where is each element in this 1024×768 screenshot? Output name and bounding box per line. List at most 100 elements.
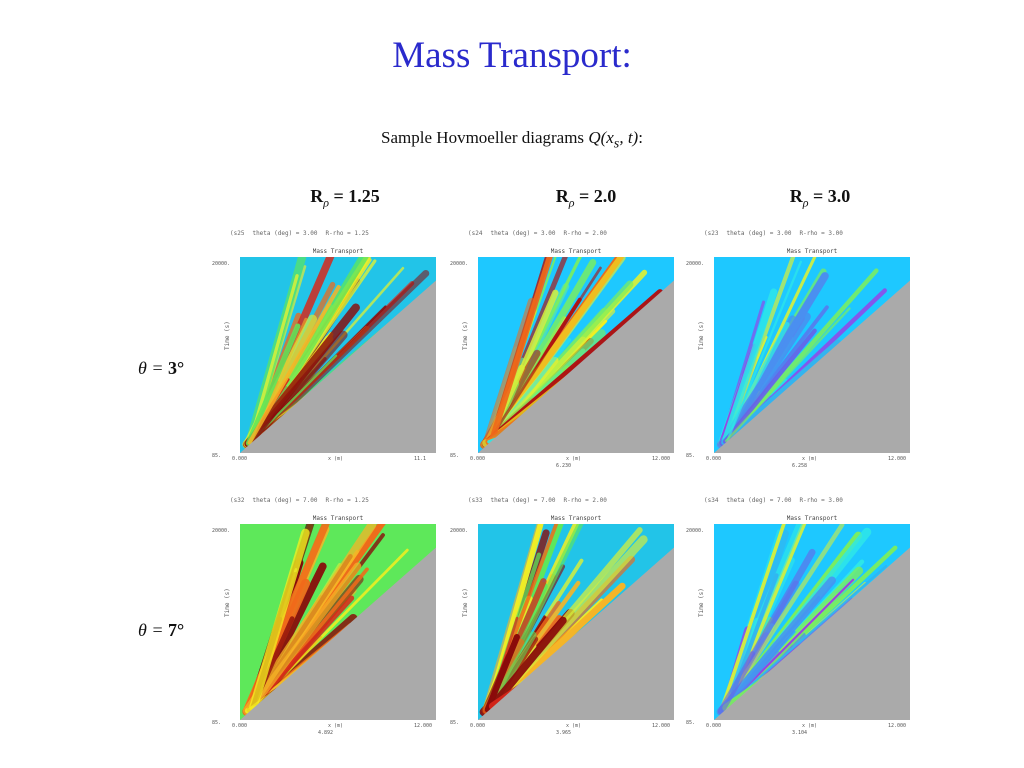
hovmoeller-contour-field — [478, 524, 674, 720]
y-tick-min: 85. — [450, 453, 460, 459]
x-axis-label: x (m) — [328, 723, 344, 729]
x-marker-value: 6.258 — [792, 463, 808, 469]
x-tick-max: 12.000 — [414, 723, 433, 729]
panel-header: (s33 theta (deg) = 7.00 R-rho = 2.00 — [468, 497, 607, 504]
contour-streak — [721, 339, 842, 446]
hovmoeller-panel: (s34 theta (deg) = 7.00 R-rho = 3.00 Mass T… — [684, 497, 924, 747]
hovmoeller-panel: (s23 theta (deg) = 3.00 R-rho = 3.00 Mass T… — [684, 230, 924, 480]
panel-header: (s24 theta (deg) = 3.00 R-rho = 2.00 — [468, 230, 607, 237]
x-tick-min: 0.000 — [706, 456, 722, 462]
plot-title: Mass Transport — [786, 515, 838, 522]
x-marker-value: 6.230 — [556, 463, 572, 469]
column-header-rho-2-0: Rρ = 2.0 — [555, 186, 617, 210]
contour-streak — [721, 288, 778, 446]
contour-streak — [247, 284, 341, 445]
plot-title: Mass Transport — [550, 515, 602, 522]
hovmoeller-contour-field — [714, 257, 910, 453]
contour-streak — [717, 576, 837, 715]
column-header-rho-3-0: Rρ = 3.0 — [789, 186, 851, 210]
plot-title: Mass Transport — [312, 515, 364, 522]
hovmoeller-plot — [240, 524, 436, 720]
contour-streak — [249, 528, 310, 712]
y-tick-max: 20000. — [212, 528, 231, 534]
contour-streak — [489, 257, 553, 443]
y-tick-min: 85. — [450, 720, 460, 726]
hovmoeller-contour-field — [478, 257, 674, 453]
hovmoeller-panel: (s33 theta (deg) = 7.00 R-rho = 2.00 Mass T… — [448, 497, 688, 747]
x-tick-min: 0.000 — [232, 456, 248, 462]
x-tick-max: 12.000 — [888, 456, 907, 462]
contour-streak — [247, 562, 362, 713]
hovmoeller-panel: (s25 theta (deg) = 3.00 R-rho = 1.25 Mass T… — [210, 230, 450, 480]
plot-title: Mass Transport — [312, 248, 364, 255]
x-axis-label: x (m) — [566, 456, 582, 462]
y-axis-label: Time (s) — [224, 321, 231, 350]
x-tick-min: 0.000 — [470, 723, 486, 729]
panel-header: (s32 theta (deg) = 7.00 R-rho = 1.25 — [230, 497, 369, 504]
x-axis-label: x (m) — [328, 456, 344, 462]
contour-streak — [482, 297, 536, 448]
panel-header: (s25 theta (deg) = 3.00 R-rho = 1.25 — [230, 230, 369, 237]
y-tick-max: 20000. — [686, 261, 705, 267]
hovmoeller-panel: (s32 theta (deg) = 7.00 R-rho = 1.25 Mass T… — [210, 497, 450, 747]
x-axis-label: x (m) — [802, 456, 818, 462]
y-axis-label: Time (s) — [462, 321, 469, 350]
x-tick-max: 12.000 — [652, 456, 671, 462]
x-tick-min: 0.000 — [470, 456, 486, 462]
contour-streak — [250, 269, 430, 444]
hovmoeller-panel: (s24 theta (deg) = 3.00 R-rho = 2.00 Mass T… — [448, 230, 688, 480]
x-axis-label: x (m) — [802, 723, 818, 729]
x-marker-value: 4.892 — [318, 730, 334, 736]
contour-streak — [245, 323, 301, 446]
contour-streak — [722, 328, 817, 444]
hovmoeller-plot — [478, 257, 674, 453]
y-tick-min: 85. — [686, 453, 696, 459]
y-tick-min: 85. — [212, 720, 222, 726]
contour-streak — [484, 634, 520, 713]
x-tick-min: 0.000 — [232, 723, 248, 729]
y-tick-min: 85. — [212, 453, 222, 459]
slide-title: Mass Transport: — [392, 35, 632, 76]
contour-streak — [719, 312, 811, 447]
y-tick-max: 20000. — [450, 528, 469, 534]
y-axis-label: Time (s) — [224, 588, 231, 617]
y-axis-label: Time (s) — [698, 588, 705, 617]
slide-subtitle: Sample Hovmoeller diagrams Q(xs, t): — [381, 128, 643, 152]
y-tick-max: 20000. — [450, 261, 469, 267]
contour-streak — [726, 260, 802, 442]
x-marker-value: 3.965 — [556, 730, 572, 736]
masked-region — [478, 547, 674, 720]
hovmoeller-plot — [714, 524, 910, 720]
y-tick-max: 20000. — [212, 261, 231, 267]
masked-region — [714, 280, 910, 453]
hovmoeller-plot — [478, 524, 674, 720]
contour-streak — [717, 548, 816, 715]
y-axis-label: Time (s) — [698, 321, 705, 350]
hovmoeller-contour-field — [714, 524, 910, 720]
contour-streak — [486, 266, 602, 444]
hovmoeller-plot — [240, 257, 436, 453]
y-tick-min: 85. — [686, 720, 696, 726]
masked-region — [240, 547, 436, 720]
x-tick-max: 12.000 — [652, 723, 671, 729]
hovmoeller-contour-field — [240, 524, 436, 720]
contour-streak — [487, 616, 567, 711]
x-tick-max: 12.000 — [888, 723, 907, 729]
masked-region — [240, 280, 436, 453]
y-tick-max: 20000. — [686, 528, 705, 534]
plot-title: Mass Transport — [786, 248, 838, 255]
hovmoeller-contour-field — [240, 257, 436, 453]
x-tick-max: 11.1 — [414, 456, 427, 462]
panel-header: (s34 theta (deg) = 7.00 R-rho = 3.00 — [704, 497, 843, 504]
column-header-rho-1-25: Rρ = 1.25 — [310, 186, 380, 210]
contour-streak — [719, 524, 786, 714]
y-axis-label: Time (s) — [462, 588, 469, 617]
masked-region — [714, 547, 910, 720]
x-axis-label: x (m) — [566, 723, 582, 729]
plot-title: Mass Transport — [550, 248, 602, 255]
masked-region — [478, 280, 674, 453]
x-tick-min: 0.000 — [706, 723, 722, 729]
row-header-theta-3: θ = 3° — [138, 358, 185, 378]
row-header-theta-7: θ = 7° — [138, 620, 185, 640]
contour-streak — [724, 307, 851, 443]
